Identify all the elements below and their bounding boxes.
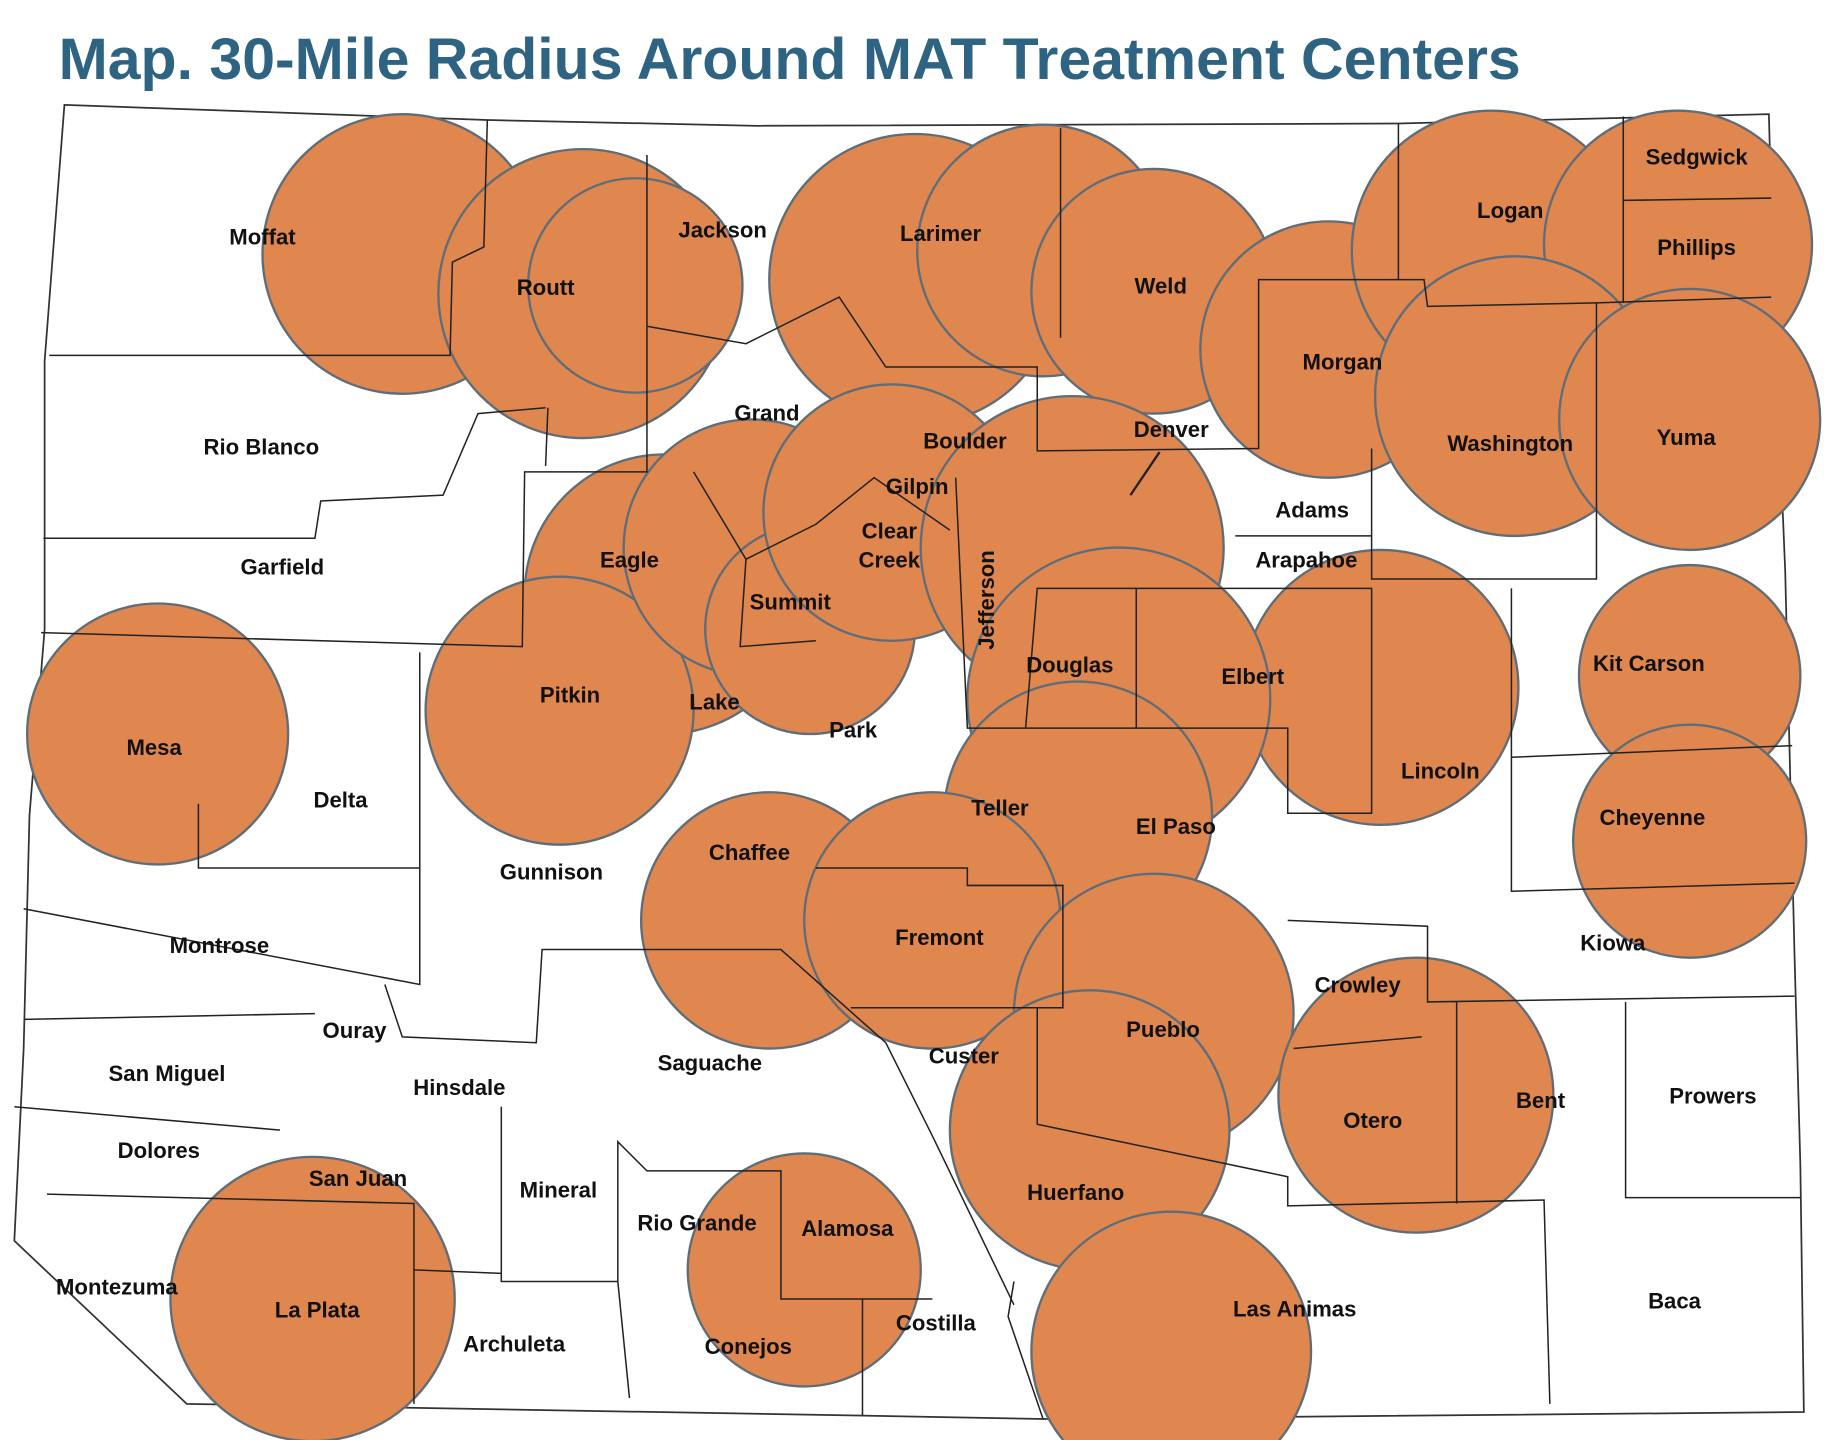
- county-label: Las Animas: [1233, 1297, 1356, 1322]
- county-label: Weld: [1135, 274, 1187, 299]
- county-label: Saguache: [658, 1051, 763, 1076]
- county-label: Pueblo: [1126, 1017, 1200, 1042]
- county-label: Hinsdale: [413, 1075, 505, 1100]
- county-label: Boulder: [923, 429, 1007, 454]
- county-label: Eagle: [600, 547, 659, 572]
- county-label: Moffat: [229, 225, 296, 250]
- county-label: Kiowa: [1580, 931, 1646, 956]
- county-label: San Miguel: [109, 1061, 226, 1086]
- county-label: El Paso: [1136, 814, 1216, 839]
- county-label: Costilla: [896, 1311, 977, 1336]
- county-label: Jackson: [678, 218, 767, 243]
- map-title: Map. 30-Mile Radius Around MAT Treatment…: [59, 27, 1521, 92]
- county-label: Lake: [689, 690, 739, 715]
- county-label: La Plata: [275, 1298, 361, 1323]
- county-label: Prowers: [1669, 1083, 1756, 1108]
- county-label: Mineral: [520, 1178, 597, 1203]
- county-label: Dolores: [118, 1138, 200, 1163]
- county-label: Phillips: [1657, 235, 1736, 260]
- county-lines: [14, 116, 1801, 1420]
- county-label: Montrose: [170, 933, 270, 958]
- county-label: Douglas: [1026, 652, 1113, 677]
- county-label: Huerfano: [1027, 1180, 1124, 1205]
- county-label: Logan: [1477, 198, 1543, 223]
- county-label: Alamosa: [801, 1216, 894, 1241]
- county-label: Pitkin: [540, 683, 600, 708]
- county-label: Ouray: [323, 1018, 388, 1043]
- county-label: Larimer: [900, 221, 982, 246]
- county-label: Sedgwick: [1646, 144, 1749, 169]
- county-label: Delta: [313, 787, 368, 812]
- county-label: Baca: [1648, 1288, 1702, 1313]
- county-label: Denver: [1134, 417, 1209, 442]
- county-label: Archuleta: [463, 1331, 566, 1356]
- county-label: Morgan: [1303, 349, 1383, 374]
- county-label: Grand: [734, 401, 799, 426]
- county-label: Conejos: [705, 1334, 792, 1359]
- county-label: Montezuma: [56, 1274, 178, 1299]
- county-label: Lincoln: [1401, 758, 1480, 783]
- county-label: Park: [829, 717, 878, 742]
- county-label: Bent: [1516, 1088, 1566, 1113]
- county-label: Garfield: [240, 554, 324, 579]
- county-label: Fremont: [895, 925, 984, 950]
- county-label: Chaffee: [709, 840, 790, 865]
- county-label: Kit Carson: [1593, 651, 1705, 676]
- county-label: San Juan: [309, 1166, 407, 1191]
- county-label: Adams: [1275, 497, 1349, 522]
- county-label: Crowley: [1315, 973, 1402, 998]
- county-label: Yuma: [1657, 425, 1717, 450]
- county-label: Gunnison: [500, 860, 603, 885]
- county-label: Rio Grande: [637, 1210, 756, 1235]
- county-label: Teller: [971, 796, 1029, 821]
- county-label: Jefferson: [974, 550, 999, 650]
- county-label: Summit: [750, 589, 832, 614]
- county-label: Cheyenne: [1600, 805, 1706, 830]
- county-label: Arapahoe: [1255, 547, 1357, 572]
- county-label: Gilpin: [886, 474, 949, 499]
- county-label: Custer: [929, 1044, 999, 1069]
- county-label: Rio Blanco: [204, 434, 320, 459]
- county-labels: Moffat Routt Jackson Larimer Weld Logan …: [56, 144, 1757, 1359]
- service-radius-circles: [25, 109, 1822, 1440]
- county-label: Routt: [517, 275, 575, 300]
- county-label: Mesa: [126, 735, 182, 760]
- county-label: Otero: [1343, 1108, 1402, 1133]
- county-label: Elbert: [1221, 664, 1284, 689]
- county-label: Clear Creek: [859, 518, 921, 572]
- county-label: Washington: [1447, 431, 1573, 456]
